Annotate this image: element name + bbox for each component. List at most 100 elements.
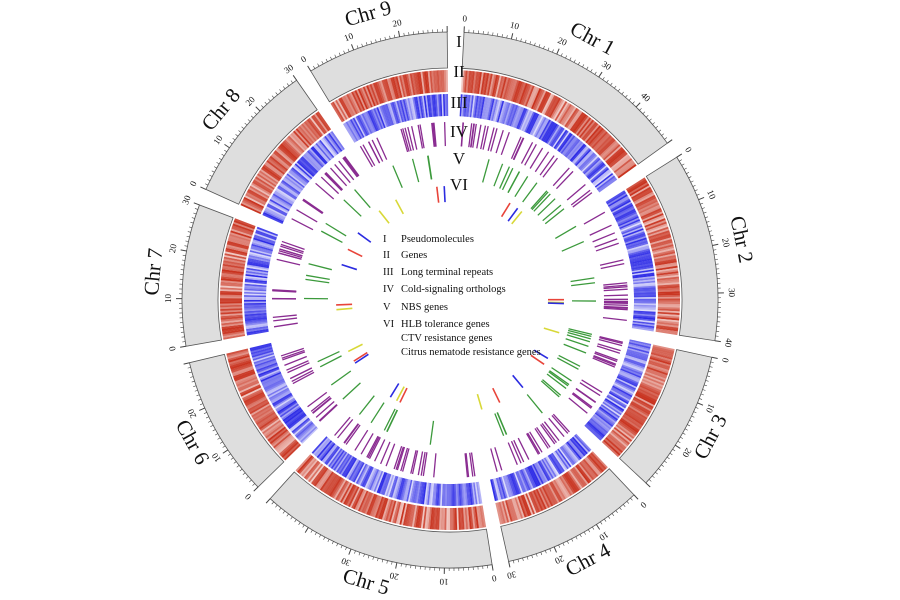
scale-ticks: 0102030400102030400102001020300102030010… — [163, 13, 737, 587]
ltr-density-bin — [490, 479, 497, 502]
minor-tick — [345, 547, 347, 551]
ltr-density-bin — [430, 483, 434, 506]
gene-density-bin — [495, 75, 502, 98]
gene-density-bin — [640, 381, 662, 393]
ltr-density-bin — [509, 473, 519, 495]
nbs-gene-mark — [522, 182, 538, 203]
cold-signaling-mark — [469, 123, 475, 148]
ltr-density-bin — [570, 144, 587, 163]
ltr-density-bin — [367, 110, 378, 132]
ltr-density-bin — [401, 99, 408, 122]
cold-signaling-mark — [539, 155, 555, 176]
ltr-density-bin — [494, 478, 502, 500]
major-tick — [667, 139, 673, 144]
ltr-density-bin — [626, 240, 648, 249]
ltr-density-bin — [357, 115, 369, 136]
ltr-density-bin — [633, 282, 656, 286]
gene-density-bin — [637, 201, 659, 213]
ltr-density-bin — [345, 121, 359, 142]
gene-density-bin — [232, 223, 254, 233]
gene-density-bin — [221, 319, 244, 324]
cold-signaling-mark — [359, 145, 374, 168]
ltr-density-bin — [515, 471, 525, 493]
cold-signaling-mark — [592, 355, 616, 367]
gene-density-bin — [601, 142, 620, 160]
ltr-density-bin — [597, 176, 617, 192]
ltr-density-bin — [376, 471, 386, 494]
tick-label: 10 — [343, 30, 355, 43]
ltr-density-bin — [245, 272, 268, 277]
ltr-density-bin — [283, 177, 303, 192]
gene-density-bin — [524, 85, 535, 107]
minor-tick — [558, 544, 561, 548]
gene-density-bin — [656, 269, 679, 275]
pseudomolecule-band — [181, 204, 234, 347]
cold-signaling-mark — [422, 452, 428, 477]
gene-density-bin — [273, 151, 292, 168]
ltr-density-bin — [244, 281, 267, 286]
minor-tick — [356, 45, 359, 49]
ltr-density-bin — [324, 135, 339, 155]
ltr-density-bin — [283, 408, 303, 423]
ltr-density-bin — [621, 364, 643, 374]
gene-density-bin — [306, 118, 322, 138]
ltr-density-bin — [631, 264, 654, 270]
gene-density-bin — [336, 98, 350, 119]
cold-signaling-mark — [396, 446, 406, 471]
ltr-density-bin — [373, 470, 384, 492]
cold-signaling-mark — [603, 307, 628, 311]
ltr-density-bin — [578, 152, 595, 170]
gene-density-bin — [362, 492, 373, 514]
legend: I Pseudomolecules II Genes III Long term… — [383, 234, 541, 358]
ltr-density-bin — [498, 101, 506, 123]
gene-density-bin — [313, 113, 329, 133]
minor-tick — [710, 235, 714, 237]
gene-density-bin — [643, 374, 665, 384]
gene-density-bin — [657, 308, 680, 312]
gene-density-bin — [534, 489, 545, 511]
ltr-density-bin — [319, 139, 335, 158]
ltr-density-bin — [328, 132, 343, 152]
ltr-density-bin — [260, 373, 282, 384]
pseudomolecule-band — [645, 156, 719, 342]
gene-density-bin — [548, 482, 562, 503]
gene-density-bin — [501, 77, 509, 99]
gene-density-bin — [241, 201, 262, 213]
gene-density-bin — [415, 72, 421, 95]
minor-tick — [708, 370, 712, 373]
gene-density-bin — [560, 475, 574, 496]
gene-density-bin — [541, 485, 554, 507]
cold-signaling-mark — [534, 428, 549, 449]
nbs-gene-mark — [549, 370, 570, 386]
ltr-density-bin — [325, 446, 340, 466]
ltr-density-bin — [295, 162, 314, 178]
ltr-density-bin — [362, 112, 374, 134]
cold-signaling-mark — [510, 136, 522, 160]
gene-density-bin — [436, 507, 441, 530]
ltr-density-bin — [474, 482, 480, 505]
gene-density-bin — [422, 506, 427, 529]
gene-density-bin — [653, 253, 676, 260]
minor-tick — [384, 36, 386, 40]
tick-label: 30 — [282, 62, 296, 76]
cold-signaling-mark — [319, 404, 338, 422]
gene-density-bin — [657, 318, 680, 323]
ltr-density-bin — [617, 375, 639, 386]
ltr-density-bin — [395, 477, 403, 500]
nbs-gene-track — [304, 155, 597, 445]
ltr-density-bin — [321, 443, 337, 463]
gene-density-bin — [400, 74, 408, 97]
ltr-density-bin — [612, 385, 633, 398]
gene-density-bin — [590, 452, 607, 470]
gene-density-bin — [540, 92, 552, 114]
ltr-density-bin — [245, 322, 268, 328]
ltr-density-bin — [632, 325, 655, 330]
ltr-density-bin — [628, 250, 651, 258]
gene-density-bin — [470, 71, 475, 94]
legend-numeral: IV — [383, 284, 394, 295]
minor-tick — [607, 516, 611, 519]
ltr-density-bin — [433, 94, 437, 117]
gene-density-bin — [517, 82, 527, 104]
ltr-density-bin — [499, 476, 508, 499]
cold-signaling-mark — [599, 335, 624, 343]
